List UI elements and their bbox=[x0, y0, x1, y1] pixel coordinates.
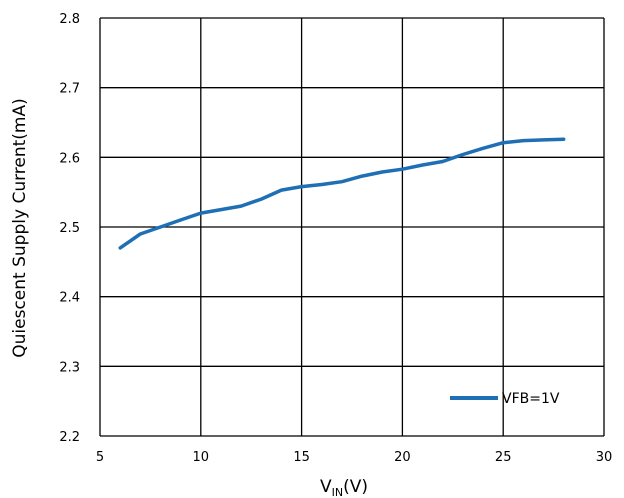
legend-label: VFB=1V bbox=[502, 391, 560, 407]
x-tick-labels: 5 10 15 20 25 30 bbox=[96, 450, 612, 465]
x-tick-label: 25 bbox=[495, 450, 512, 465]
y-axis-title: Quiescent Supply Current(mA) bbox=[10, 98, 30, 357]
y-tick-label: 2.7 bbox=[59, 82, 80, 97]
y-tick-label: 2.5 bbox=[59, 221, 80, 236]
x-tick-label: 5 bbox=[96, 450, 104, 465]
x-tick-label: 30 bbox=[596, 450, 613, 465]
x-axis-title-main: V bbox=[320, 477, 332, 497]
series-line-0 bbox=[118, 137, 566, 250]
x-tick-label: 15 bbox=[293, 450, 310, 465]
y-tick-label: 2.6 bbox=[59, 151, 80, 166]
x-tick-label: 20 bbox=[394, 450, 411, 465]
grid bbox=[99, 17, 605, 437]
x-axis-title-unit: (V) bbox=[343, 477, 368, 497]
x-axis-title: VIN(V) bbox=[320, 477, 368, 498]
y-tick-label: 2.4 bbox=[59, 291, 80, 306]
y-tick-labels: 2.2 2.3 2.4 2.5 2.6 2.7 2.8 bbox=[59, 12, 80, 445]
y-tick-label: 2.3 bbox=[59, 360, 80, 375]
legend: VFB=1V bbox=[450, 391, 560, 407]
x-axis-title-sub: IN bbox=[332, 486, 343, 498]
y-tick-label: 2.2 bbox=[59, 430, 80, 445]
y-tick-label: 2.8 bbox=[59, 12, 80, 27]
x-tick-label: 10 bbox=[193, 450, 210, 465]
series-lines bbox=[118, 137, 566, 250]
